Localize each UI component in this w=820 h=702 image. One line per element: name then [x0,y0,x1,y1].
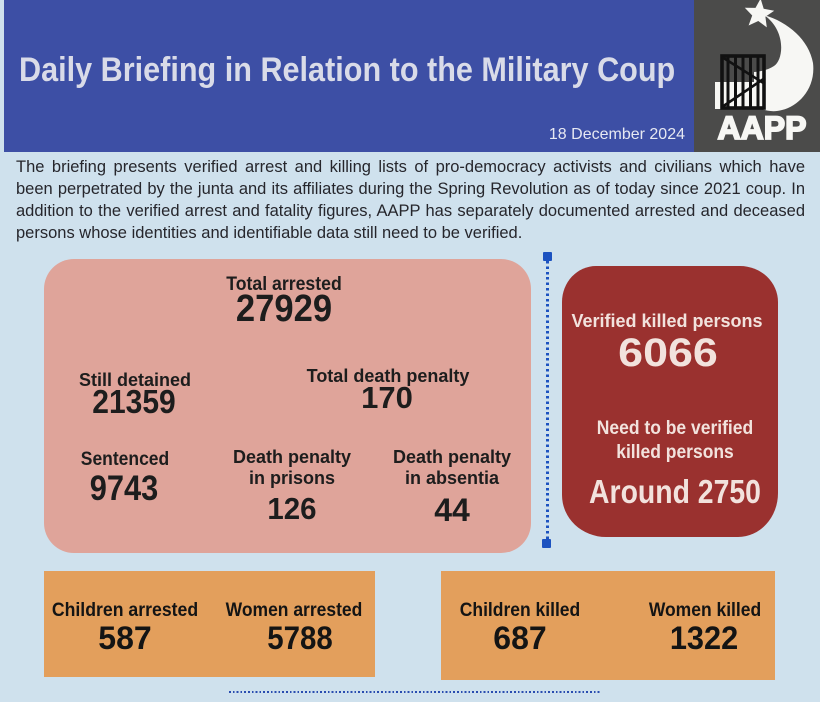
svg-text:AAPP: AAPP [718,110,807,146]
